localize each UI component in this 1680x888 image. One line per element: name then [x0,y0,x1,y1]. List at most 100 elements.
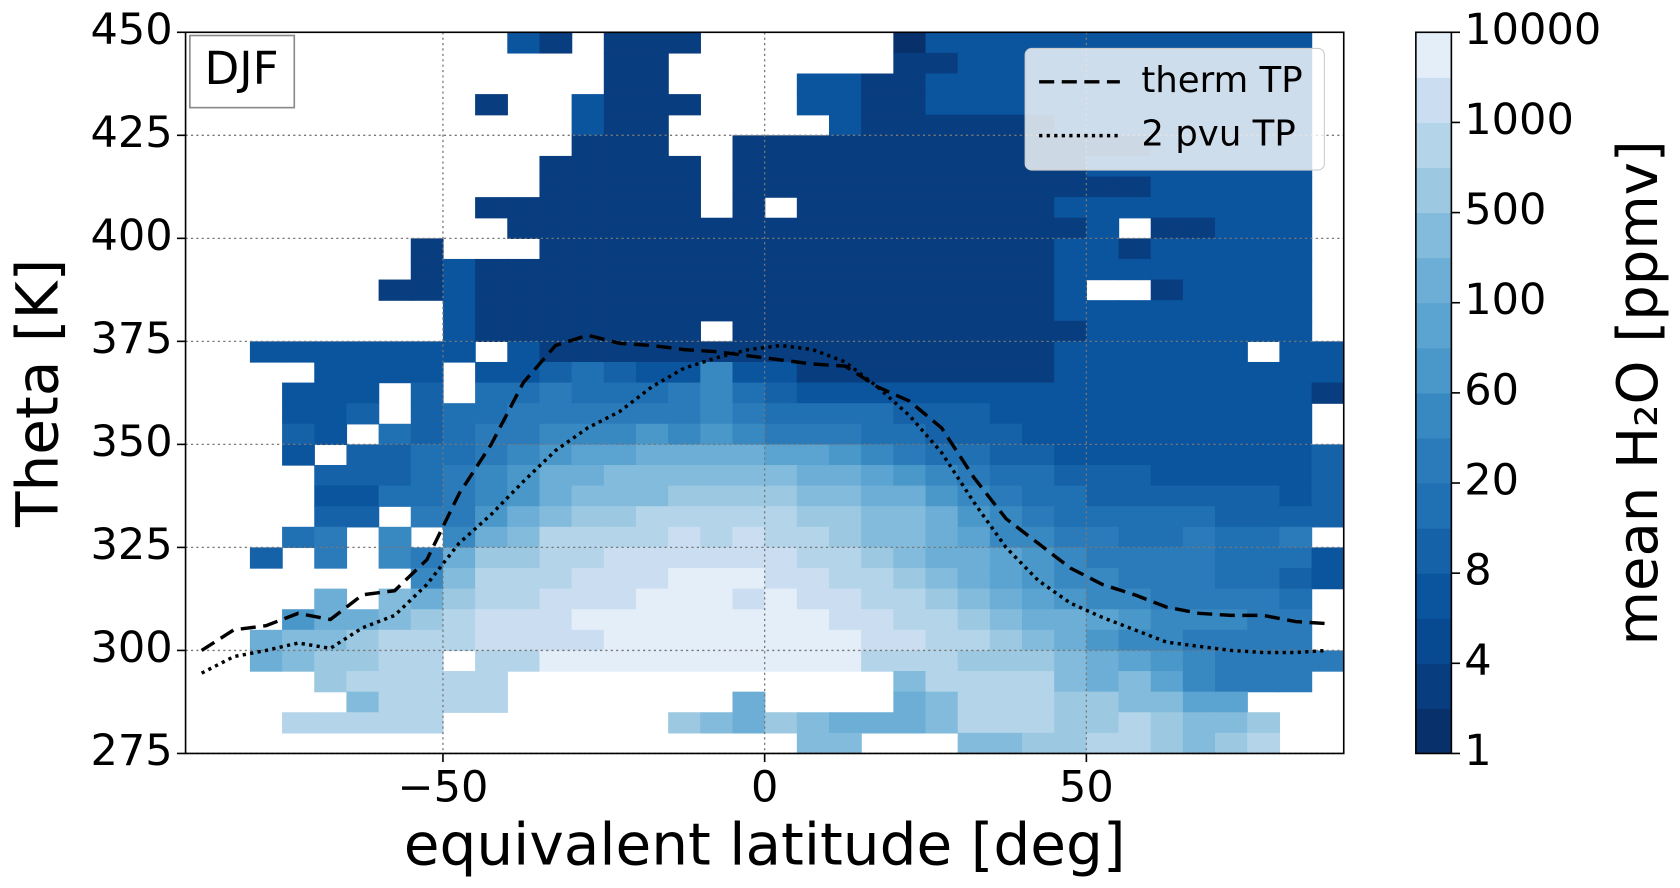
heatmap-cell [603,94,637,116]
heatmap-cell [1279,197,1313,219]
heatmap-cell [989,568,1023,590]
heatmap-cell [1182,568,1216,590]
heatmap-cell [1215,403,1248,425]
heatmap-cell [893,568,927,590]
heatmap-cell [603,464,637,487]
heatmap-cell [700,423,734,446]
heatmap-cell [603,526,637,549]
heatmap-cell [1118,320,1152,343]
heatmap-cell [603,588,637,610]
heatmap-cell [507,485,541,507]
heatmap-cell [1150,300,1184,322]
heatmap-cell [989,217,1023,239]
heatmap-cell [314,485,348,507]
heatmap-cell [1022,629,1055,652]
heatmap-cell [475,300,508,322]
heatmap-cell [378,444,412,466]
heatmap-cell [442,526,476,549]
colorbar-band [1415,122,1452,169]
heatmap-cell [957,258,991,281]
heatmap-cell [925,73,959,95]
heatmap-cell [893,217,927,239]
heatmap-cell [1118,300,1152,322]
heatmap-cell [1118,588,1152,610]
heatmap-cell [1054,341,1088,363]
heatmap-cell [603,320,637,343]
heatmap-cell [603,155,637,178]
legend-label: 2 pvu TP [1141,114,1295,155]
heatmap-cell [410,423,444,446]
heatmap-cell [668,403,701,425]
heatmap-cell [764,650,798,672]
heatmap-cell [668,94,701,116]
heatmap-cell [828,176,862,198]
heatmap-cell [1247,609,1281,631]
heatmap-cell [732,629,766,652]
heatmap-cell [410,238,444,260]
heatmap-cell [1247,361,1281,384]
heatmap-cell [1182,341,1216,363]
heatmap-cell [861,320,894,343]
heatmap-cell [796,568,830,590]
heatmap-cell [796,258,830,281]
heatmap-cell [764,279,798,301]
heatmap-cell [989,588,1023,610]
heatmap-cell [410,444,444,466]
heatmap-cell [796,609,830,631]
heatmap-cell [732,258,766,281]
heatmap-cell [989,52,1023,75]
heatmap-cell [539,650,573,672]
heatmap-cell [314,382,348,404]
heatmap-cell [668,547,701,569]
heatmap-cell [1118,341,1152,363]
heatmap-cell [571,464,605,487]
heatmap-cell [603,197,637,219]
heatmap-cell [635,423,669,446]
heatmap-cell [1118,197,1152,219]
heatmap-cell [635,444,669,466]
heatmap-cell [571,300,605,322]
heatmap-cell [925,238,959,260]
heatmap-cell [989,238,1023,260]
heatmap-cell [957,135,991,157]
heatmap-cell [957,279,991,301]
heatmap-cell [957,176,991,198]
heatmap-cell [989,94,1023,116]
heatmap-cell [732,547,766,569]
heatmap-cell [668,444,701,466]
heatmap-cell [1022,423,1055,446]
heatmap-cell [989,485,1023,507]
heatmap-cell [893,629,927,652]
heatmap-cell [1118,691,1152,713]
heatmap-cell [828,485,862,507]
heatmap-cell [603,114,637,136]
heatmap-cell [635,403,669,425]
heatmap-cell [828,114,862,136]
heatmap-cell [507,361,541,384]
heatmap-cell [732,423,766,446]
heatmap-cell [442,341,476,363]
heatmap-cell [635,155,669,178]
y-tick-label: 325 [90,520,172,570]
heatmap-cell [861,279,894,301]
heatmap-cell [475,691,508,713]
heatmap-cell [925,114,959,136]
heatmap-cell [700,444,734,466]
heatmap-cell [989,629,1023,652]
heatmap-cell [925,444,959,466]
heatmap-cell [1182,300,1216,322]
heatmap-cell [828,73,862,95]
heatmap-cell [1182,712,1216,734]
heatmap-cell [828,568,862,590]
heatmap-cell [1022,258,1055,281]
heatmap-cell [1150,732,1184,755]
heatmap-cell [796,444,830,466]
heatmap-cell [1247,176,1281,198]
heatmap-cell [410,485,444,507]
heatmap-cell [700,629,734,652]
heatmap-cell [1054,444,1088,466]
heatmap-cell [282,650,315,672]
heatmap-cell [603,341,637,363]
heatmap-cell [1054,506,1088,528]
heatmap-cell [635,609,669,631]
